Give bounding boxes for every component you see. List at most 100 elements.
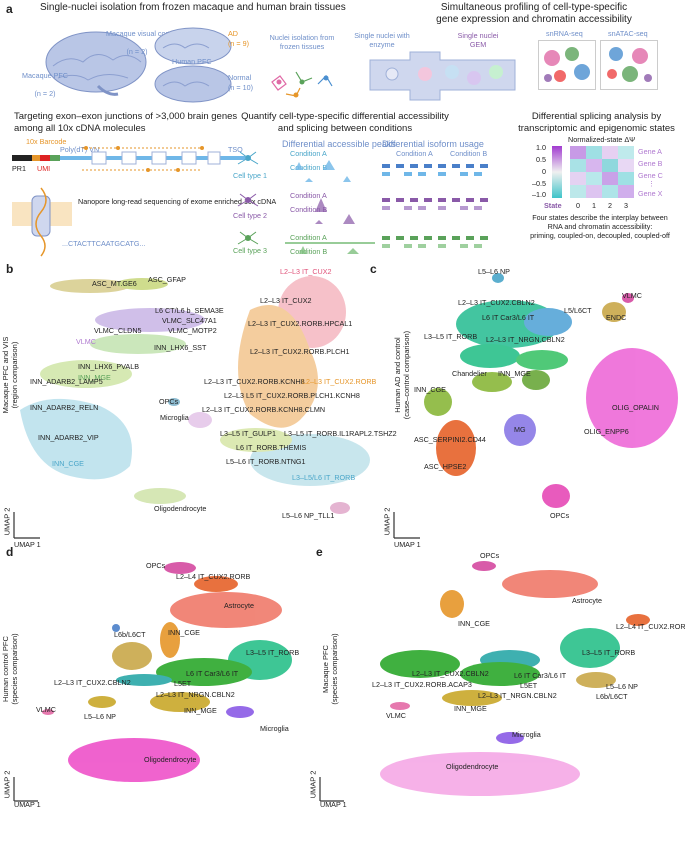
- panel-e-umap: [380, 561, 650, 796]
- c-cluster-11: OLIG_OPALIN: [612, 403, 660, 412]
- b-cluster-11: INN_ADARB2_RELN: [30, 403, 99, 412]
- scale-zero: 0: [542, 167, 546, 176]
- panel-b-umap2: UMAP 2: [2, 507, 12, 536]
- d-cluster-1: L2–L4 IT_CUX2.RORB: [176, 572, 251, 581]
- single-nuclei-enzyme: Single nuclei with enzyme: [354, 31, 410, 49]
- panel-c-axis-line1: Human AD and control: [393, 337, 402, 413]
- panel-d-axis-line2: (species comparison): [10, 633, 19, 705]
- e-cluster-3: L2–L4 IT_CUX2.RORB: [616, 622, 685, 631]
- c-cluster-1: VLMC: [622, 291, 642, 300]
- diff-peaks-title: Differential accessible peaks: [282, 139, 396, 149]
- state-axis-label: State: [544, 201, 562, 210]
- panel-e-umap2: UMAP 2: [308, 770, 318, 799]
- c-cluster-9: INN_MGE: [498, 369, 531, 378]
- ad-n: (n = 9): [228, 39, 249, 48]
- snrna-label: snRNA-seq: [546, 29, 583, 38]
- b-cluster-18: L2–L3 IT_CUX2: [260, 296, 312, 305]
- d-cluster-4: L6b/L6CT: [114, 630, 146, 639]
- peaks-cond-a-1: Condition A: [290, 149, 327, 158]
- peaks-cond-b-3: Condition B: [290, 247, 328, 256]
- macaque-brain-illustration: [45, 31, 147, 96]
- s3-title-2: among all 10x cDNA molecules: [14, 123, 146, 134]
- b-cluster-30: L5–L6 NP_TLL1: [282, 511, 335, 520]
- peaks-cond-b-2: Condition B: [290, 205, 328, 214]
- isolated-nuclei-illustration: [271, 71, 333, 98]
- b-cluster-7: INN_LHX6_SST: [154, 343, 207, 352]
- c-cluster-6: L3–L5 IT_RORB: [424, 332, 478, 341]
- e-cluster-6: L6 IT Car3/L6 IT: [514, 671, 567, 680]
- b-cluster-20: L2–L3 IT_CUX2.RORB.PLCH1: [250, 347, 350, 356]
- panel-e-label: e: [316, 545, 323, 559]
- d-cluster-9: L2–L3 IT_NRGN.CBLN2: [156, 690, 235, 699]
- e-cluster-8: L5ET: [520, 681, 538, 690]
- nuclei-isolation-label: Nuclei isolation from frozen tissues: [269, 33, 335, 51]
- gene-b: Gene B: [638, 159, 663, 168]
- panel-b-axis-line1: Macaque PFC and VIS: [1, 336, 10, 414]
- c-cluster-13: MG: [514, 425, 526, 434]
- e-cluster-15: Oligodendrocyte: [446, 762, 499, 771]
- s4-title-1: Quantify cell-type-specific differential…: [241, 111, 449, 122]
- normalized-state-label: Normalized-state ΔΨ: [568, 135, 636, 144]
- e-cluster-5: L2–L3 IT_CUX2.CBLN2: [412, 669, 489, 678]
- peaks-cond-a-2: Condition A: [290, 191, 327, 200]
- panel-b-label: b: [6, 262, 14, 276]
- d-cluster-13: Microglia: [260, 724, 289, 733]
- snatac-label: snATAC-seq: [608, 29, 648, 38]
- panel-b-umap-axes: [13, 512, 40, 539]
- b-cluster-19: L2–L3 IT_CUX2.RORB.HPCAL1: [248, 319, 353, 328]
- d-cluster-7: L2–L3 IT_CUX2.CBLN2: [54, 678, 131, 687]
- c-cluster-3: L2–L3 IT_CUX2.CBLN2: [458, 298, 535, 307]
- polydt-label: Poly(dT) VN: [60, 145, 100, 154]
- c-cluster-5: L6 IT Car3/L6 IT: [482, 313, 535, 322]
- panel-b-axis-label: Macaque PFC and VIS (region comparison): [1, 305, 19, 445]
- d-cluster-6: L6 IT Car3/L6 IT: [186, 669, 239, 678]
- c-cluster-2: ENDC: [606, 313, 627, 322]
- c-cluster-16: OPCs: [550, 511, 570, 520]
- panel-b-umap1: UMAP 1: [14, 540, 41, 549]
- snrna-umap-thumb: [538, 40, 596, 90]
- panel-b-umap: [20, 276, 370, 514]
- state-2: 2: [608, 201, 612, 210]
- b-cluster-29: L3–L5/L6 IT_RORB: [292, 473, 356, 482]
- iso-cond-a: Condition A: [396, 149, 433, 158]
- macaque-pfc-n: (n = 2): [34, 89, 56, 98]
- c-cluster-0: L5–L6 NP: [478, 267, 510, 276]
- panel-d-umap2: UMAP 2: [2, 770, 12, 799]
- b-cluster-3: VLMC_SLC47A1: [162, 316, 217, 325]
- d-cluster-8: L5ET: [174, 679, 192, 688]
- scale-half: 0.5: [536, 155, 546, 164]
- s5-title-2: transcriptomic and epigenomic states: [518, 123, 675, 134]
- e-cluster-4: L3–L5 IT_RORB: [582, 648, 636, 657]
- four-states-1: Four states describe the interplay betwe…: [532, 213, 668, 222]
- four-states-3: priming, coupled-on, decoupled, coupled-…: [530, 231, 670, 240]
- e-cluster-12: INN_MGE: [454, 704, 487, 713]
- gene-dots: ⋮: [648, 179, 656, 188]
- panel-d-umap-axes: [13, 777, 38, 802]
- b-cluster-14: Microglia: [160, 413, 189, 422]
- normal-n: (n = 10): [228, 83, 253, 92]
- cell-type-3-label: Cell type 3: [233, 246, 267, 255]
- b-cluster-2: L6 CT/L6 b_SEMA3E: [155, 306, 224, 315]
- b-cluster-4: VLMC_CLDN5: [94, 326, 142, 335]
- b-cluster-9: INN_MGE: [78, 373, 111, 382]
- s4-title-2: and splicing between conditions: [277, 123, 413, 134]
- d-cluster-12: INN_MGE: [184, 706, 217, 715]
- panel-a-label: a: [6, 2, 13, 16]
- e-cluster-1: Astrocyte: [572, 596, 602, 605]
- e-cluster-13: VLMC: [386, 711, 406, 720]
- e-cluster-0: OPCs: [480, 551, 500, 560]
- panel-c-umap-axes: [393, 512, 420, 539]
- human-brain-illustration: [154, 27, 232, 103]
- s2-title-2: gene expression and chromatin accessibil…: [436, 14, 632, 25]
- four-states-2: RNA and chromatin accessibility:: [547, 222, 653, 231]
- b-cluster-1: ASC_GFAP: [148, 275, 186, 284]
- state-heatmap-colorbar: [552, 146, 562, 198]
- c-cluster-4: L5/L6CT: [564, 306, 592, 315]
- gene-x: Gene X: [638, 189, 663, 198]
- microfluidic-chip: [369, 51, 516, 101]
- panel-c-axis-line2: (case–control comparison): [402, 330, 411, 420]
- e-cluster-2: INN_CGE: [458, 619, 490, 628]
- d-cluster-11: L5–L6 NP: [84, 712, 116, 721]
- c-cluster-8: Chandelier: [452, 369, 487, 378]
- panel-c-umap1: UMAP 1: [394, 540, 421, 549]
